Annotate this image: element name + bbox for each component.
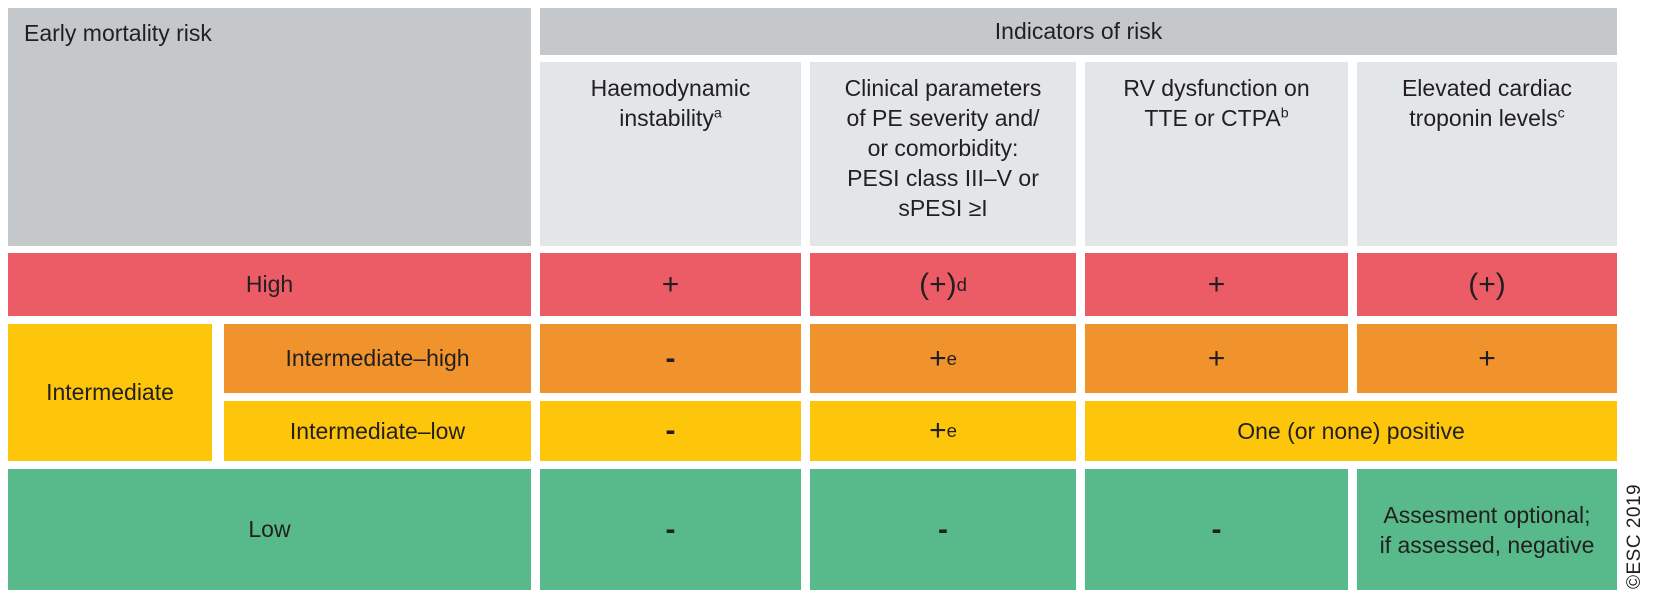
cell-intermediate-low-one-or-none-positive: One (or none) positive bbox=[1085, 401, 1617, 461]
column-header-text: RV dysfunction on TTE or CTPAb bbox=[1123, 75, 1310, 131]
cell-high-rv-dysfunction: + bbox=[1085, 253, 1348, 316]
group-header-indicators-of-risk: Indicators of risk bbox=[540, 8, 1617, 55]
cell-intermediate-high-haemodynamic: - bbox=[540, 324, 801, 393]
column-header-text: Clinical parameters of PE severity and/ … bbox=[844, 75, 1042, 221]
corner-header-label: Early mortality risk bbox=[24, 20, 212, 46]
cell-low-rv-dysfunction: - bbox=[1085, 469, 1348, 590]
footnote-marker-a: a bbox=[713, 105, 722, 122]
cell-high-clinical-parameters: (+) d bbox=[810, 253, 1076, 316]
row-label-intermediate-low: Intermediate–low bbox=[224, 401, 531, 461]
column-header-haemodynamic-instability: Haemodynamic instabilitya bbox=[540, 62, 801, 246]
cell-intermediate-high-troponin: + bbox=[1357, 324, 1617, 393]
cell-intermediate-low-haemodynamic: - bbox=[540, 401, 801, 461]
cell-low-clinical-parameters: - bbox=[810, 469, 1076, 590]
cell-low-troponin-assessment: Assesment optional; if assessed, negativ… bbox=[1357, 469, 1617, 590]
column-header-text: Elevated cardiac troponin levelsc bbox=[1401, 75, 1573, 131]
cell-intermediate-high-rv-dysfunction: + bbox=[1085, 324, 1348, 393]
cell-intermediate-high-clinical-parameters: + e bbox=[810, 324, 1076, 393]
cell-low-haemodynamic: - bbox=[540, 469, 801, 590]
column-header-clinical-parameters: Clinical parameters of PE severity and/ … bbox=[810, 62, 1076, 246]
cell-intermediate-low-clinical-parameters: + e bbox=[810, 401, 1076, 461]
cell-high-troponin: (+) bbox=[1357, 253, 1617, 316]
row-label-high: High bbox=[8, 253, 531, 316]
row-label-low: Low bbox=[8, 469, 531, 590]
column-header-text: Haemodynamic instabilitya bbox=[590, 75, 751, 131]
cell-high-haemodynamic: + bbox=[540, 253, 801, 316]
esc-copyright-credit: ©ESC 2019 bbox=[1624, 483, 1645, 589]
footnote-marker-c: c bbox=[1557, 105, 1565, 122]
column-header-cardiac-troponin: Elevated cardiac troponin levelsc bbox=[1357, 62, 1617, 246]
risk-stratification-table: Early mortality risk Indicators of risk … bbox=[8, 8, 1617, 590]
footnote-marker-b: b bbox=[1280, 105, 1289, 122]
row-label-intermediate: Intermediate bbox=[8, 324, 212, 461]
group-header-label: Indicators of risk bbox=[994, 18, 1163, 44]
corner-header-early-mortality-risk: Early mortality risk bbox=[8, 8, 531, 246]
column-header-rv-dysfunction: RV dysfunction on TTE or CTPAb bbox=[1085, 62, 1348, 246]
row-label-intermediate-high: Intermediate–high bbox=[224, 324, 531, 393]
